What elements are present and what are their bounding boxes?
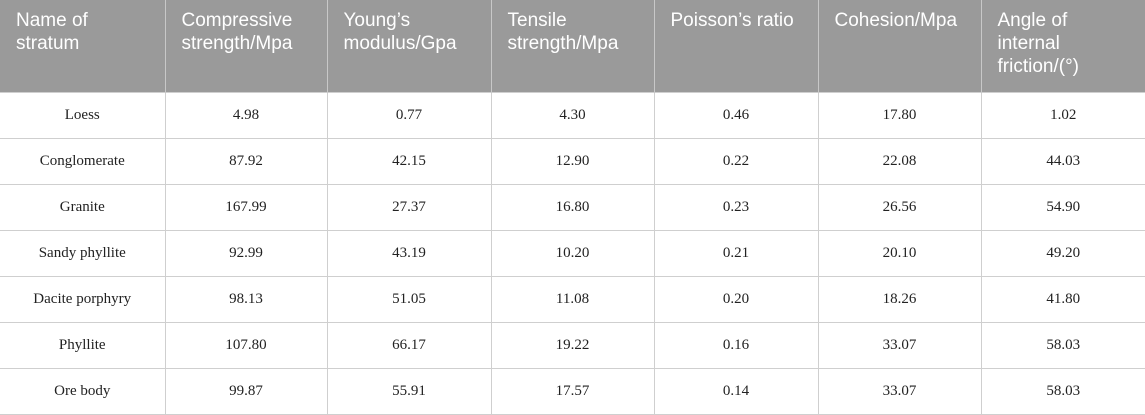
value-cell: 98.13	[164, 276, 328, 323]
value-cell: 42.15	[326, 138, 492, 185]
stratum-name: Sandy phyllite	[0, 230, 166, 277]
header-cell: Young’s modulus/Gpa	[327, 0, 492, 93]
value-cell: 66.17	[326, 322, 492, 369]
value-cell: 18.26	[817, 276, 982, 323]
value-cell: 27.37	[326, 184, 492, 231]
value-cell: 167.99	[164, 184, 328, 231]
value-cell: 17.80	[817, 92, 982, 139]
value-cell: 43.19	[326, 230, 492, 277]
stratum-name: Ore body	[0, 368, 166, 415]
value-cell: 0.23	[653, 184, 819, 231]
table-row: Granite 167.99 27.37 16.80 0.23 26.56 54.90	[0, 184, 1145, 231]
value-cell: 0.22	[653, 138, 819, 185]
value-cell: 4.98	[164, 92, 328, 139]
value-cell: 0.46	[653, 92, 819, 139]
value-cell: 17.57	[490, 368, 655, 415]
table-row: Conglomerate 87.92 42.15 12.90 0.22 22.08 44.0…	[0, 138, 1145, 185]
table-body: Loess 4.98 0.77 4.30 0.46 17.80 1.02 Conglomera…	[0, 92, 1145, 415]
header-cell: Cohesion/Mpa	[818, 0, 982, 93]
value-cell: 0.20	[653, 276, 819, 323]
value-cell: 4.30	[490, 92, 655, 139]
value-cell: 33.07	[817, 322, 982, 369]
stratum-name: Loess	[0, 92, 166, 139]
value-cell: 10.20	[490, 230, 655, 277]
header-cell: Angle of internal friction/(°)	[981, 0, 1145, 93]
value-cell: 16.80	[490, 184, 655, 231]
value-cell: 22.08	[817, 138, 982, 185]
value-cell: 19.22	[490, 322, 655, 369]
value-cell: 11.08	[490, 276, 655, 323]
value-cell: 54.90	[980, 184, 1145, 231]
table-row: Loess 4.98 0.77 4.30 0.46 17.80 1.02	[0, 92, 1145, 139]
value-cell: 1.02	[980, 92, 1145, 139]
table-header: Name of stratum Compressive strength/Mpa Y…	[0, 0, 1145, 93]
value-cell: 49.20	[980, 230, 1145, 277]
value-cell: 44.03	[980, 138, 1145, 185]
stratum-name: Conglomerate	[0, 138, 166, 185]
stratum-name: Dacite porphyry	[0, 276, 166, 323]
table-row: Ore body 99.87 55.91 17.57 0.14 33.07 58.03	[0, 368, 1145, 415]
value-cell: 20.10	[817, 230, 982, 277]
table-row: Sandy phyllite 92.99 43.19 10.20 0.21 20.10 49…	[0, 230, 1145, 277]
value-cell: 33.07	[817, 368, 982, 415]
value-cell: 55.91	[326, 368, 492, 415]
value-cell: 92.99	[164, 230, 328, 277]
value-cell: 0.21	[653, 230, 819, 277]
value-cell: 0.16	[653, 322, 819, 369]
value-cell: 12.90	[490, 138, 655, 185]
value-cell: 51.05	[326, 276, 492, 323]
stratum-name: Phyllite	[0, 322, 166, 369]
value-cell: 0.14	[653, 368, 819, 415]
table-row: Dacite porphyry 98.13 51.05 11.08 0.20 18.26 4…	[0, 276, 1145, 323]
value-cell: 107.80	[164, 322, 328, 369]
value-cell: 58.03	[980, 368, 1145, 415]
value-cell: 99.87	[164, 368, 328, 415]
value-cell: 0.77	[326, 92, 492, 139]
value-cell: 41.80	[980, 276, 1145, 323]
header-row: Name of stratum Compressive strength/Mpa Y…	[0, 0, 1145, 93]
value-cell: 87.92	[164, 138, 328, 185]
value-cell: 26.56	[817, 184, 982, 231]
header-cell: Tensile strength/Mpa	[491, 0, 655, 93]
value-cell: 58.03	[980, 322, 1145, 369]
header-cell: Compressive strength/Mpa	[165, 0, 328, 93]
table-row: Phyllite 107.80 66.17 19.22 0.16 33.07 58.03	[0, 322, 1145, 369]
header-cell: Name of stratum	[0, 0, 166, 93]
header-cell: Poisson’s ratio	[654, 0, 819, 93]
stratum-name: Granite	[0, 184, 166, 231]
